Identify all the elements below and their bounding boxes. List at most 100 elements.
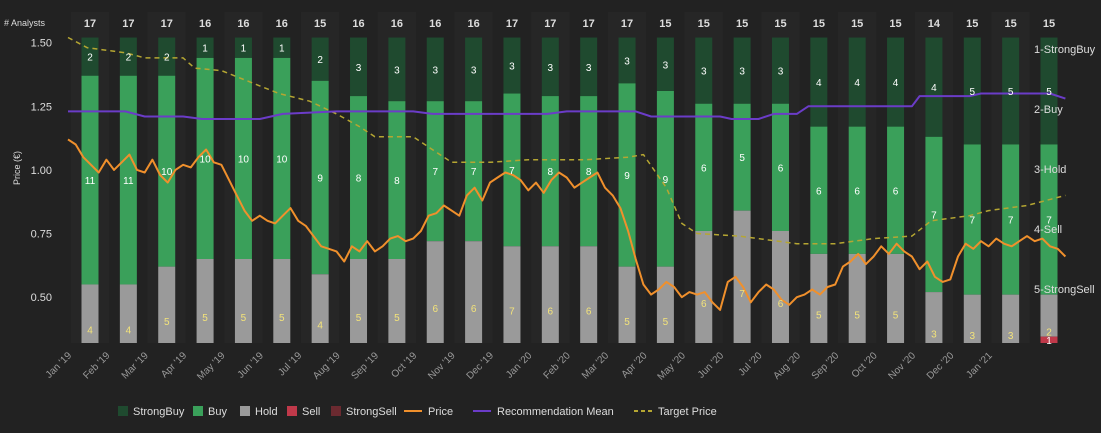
strongbuy-bar xyxy=(963,37,981,145)
strongbuy-count-label: 2 xyxy=(317,55,323,66)
strongbuy-bar xyxy=(618,37,636,84)
hold-count-label: 5 xyxy=(164,317,170,328)
sell-count-label: 1 xyxy=(1046,336,1052,347)
buy-count-label: 7 xyxy=(509,166,515,177)
hold-bar xyxy=(119,284,137,343)
buy-bar xyxy=(465,101,483,242)
analyst-count-label: 15 xyxy=(889,18,901,30)
strongbuy-count-label: 4 xyxy=(854,78,860,89)
hold-count-label: 7 xyxy=(509,307,515,318)
rating-scale-label: 4-Sell xyxy=(1034,224,1062,236)
hold-count-label: 5 xyxy=(394,313,400,324)
strongbuy-bar xyxy=(771,37,789,104)
legend-item-buy[interactable]: Buy xyxy=(193,406,227,418)
strongbuy-count-label: 5 xyxy=(1008,87,1014,98)
buy-count-label: 7 xyxy=(432,167,438,178)
hold-bar xyxy=(158,266,176,343)
hold-bar xyxy=(580,246,598,343)
buy-count-label: 9 xyxy=(663,175,669,186)
buy-bar xyxy=(196,57,214,260)
strongbuy-bar xyxy=(350,37,368,97)
strongbuy-bar xyxy=(503,37,521,94)
buy-count-label: 9 xyxy=(317,174,323,185)
strongbuy-count-label: 5 xyxy=(1046,87,1052,98)
strongbuy-count-label: 3 xyxy=(624,56,630,67)
hold-count-label: 6 xyxy=(778,299,784,310)
hold-bar xyxy=(810,253,828,343)
rating-scale-label: 5-StrongSell xyxy=(1034,284,1095,296)
buy-bar xyxy=(848,126,866,254)
buy-count-label: 5 xyxy=(739,153,745,164)
legend-item-strongbuy[interactable]: StrongBuy xyxy=(118,406,185,418)
strongsell-legend-label: StrongSell xyxy=(346,406,397,418)
legend-item-target-price[interactable]: Target Price xyxy=(634,406,717,418)
strongbuy-count-label: 4 xyxy=(893,78,899,89)
buy-bar xyxy=(350,96,368,259)
buy-bar xyxy=(810,126,828,254)
strongbuy-bar xyxy=(1002,37,1020,145)
analyst-count-label: 16 xyxy=(467,18,479,30)
buy-bar xyxy=(887,126,905,254)
hold-count-label: 6 xyxy=(548,307,554,318)
strongbuy-count-label: 3 xyxy=(394,65,400,76)
buy-bar xyxy=(656,91,674,267)
buy-count-label: 9 xyxy=(624,171,630,182)
analyst-count-label: 16 xyxy=(352,18,364,30)
hold-bar xyxy=(963,294,981,343)
legend-item-strongsell[interactable]: StrongSell xyxy=(331,406,397,418)
strongbuy-bar xyxy=(887,37,905,127)
strongbuy-count-label: 3 xyxy=(739,67,745,78)
hold-bar xyxy=(541,246,559,343)
legend-item-hold[interactable]: Hold xyxy=(240,406,278,418)
legend-item-price[interactable]: Price xyxy=(404,406,453,418)
strongbuy-count-label: 4 xyxy=(816,78,822,89)
buy-count-label: 10 xyxy=(276,154,288,165)
analyst-count-label: 16 xyxy=(391,18,403,30)
buy-bar xyxy=(503,93,521,247)
analyst-count-label: 17 xyxy=(621,18,633,30)
buy-legend-label: Buy xyxy=(208,406,227,418)
buy-bar xyxy=(273,57,291,260)
analyst-count-label: 15 xyxy=(851,18,863,30)
hold-legend-swatch xyxy=(240,406,250,416)
hold-bar xyxy=(848,253,866,343)
buy-count-label: 8 xyxy=(394,176,400,187)
strongbuy-bar xyxy=(733,37,751,104)
hold-count-label: 4 xyxy=(87,326,93,337)
hold-count-label: 3 xyxy=(969,331,975,342)
target-price-legend-label: Target Price xyxy=(658,406,717,418)
hold-bar xyxy=(311,274,329,343)
analyst-count-label: 15 xyxy=(1005,18,1017,30)
hold-bar xyxy=(503,246,521,343)
buy-count-label: 6 xyxy=(854,186,860,197)
hold-bar xyxy=(196,259,214,343)
strongbuy-count-label: 3 xyxy=(356,63,362,74)
legend-item-sell[interactable]: Sell xyxy=(287,406,320,418)
strongbuy-count-label: 2 xyxy=(126,53,132,64)
buy-count-label: 7 xyxy=(969,216,975,227)
analyst-count-label: 17 xyxy=(161,18,173,30)
strongbuy-bar xyxy=(465,37,483,102)
y-tick-label: 0.75 xyxy=(31,229,52,241)
y-axis-title: Price (€) xyxy=(12,151,22,185)
hold-count-label: 7 xyxy=(739,289,745,300)
strongbuy-count-label: 5 xyxy=(969,87,975,98)
strongbuy-bar xyxy=(388,37,406,102)
strongbuy-count-label: 3 xyxy=(509,62,515,73)
target-price-line xyxy=(67,36,1066,245)
hold-bar xyxy=(234,259,252,343)
analyst-count-label: 17 xyxy=(506,18,518,30)
analyst-count-label: 15 xyxy=(813,18,825,30)
legend-item-recommendation-mean[interactable]: Recommendation Mean xyxy=(473,406,614,418)
hold-bar xyxy=(695,231,713,343)
hold-count-label: 6 xyxy=(586,307,592,318)
buy-count-label: 6 xyxy=(893,186,899,197)
buy-bar xyxy=(119,75,137,285)
strongbuy-count-label: 3 xyxy=(548,63,554,74)
strongbuy-bar xyxy=(695,37,713,104)
hold-legend-label: Hold xyxy=(255,406,278,418)
analyst-count-label: 17 xyxy=(583,18,595,30)
hold-bar xyxy=(771,231,789,343)
analyst-count-label: 17 xyxy=(544,18,556,30)
